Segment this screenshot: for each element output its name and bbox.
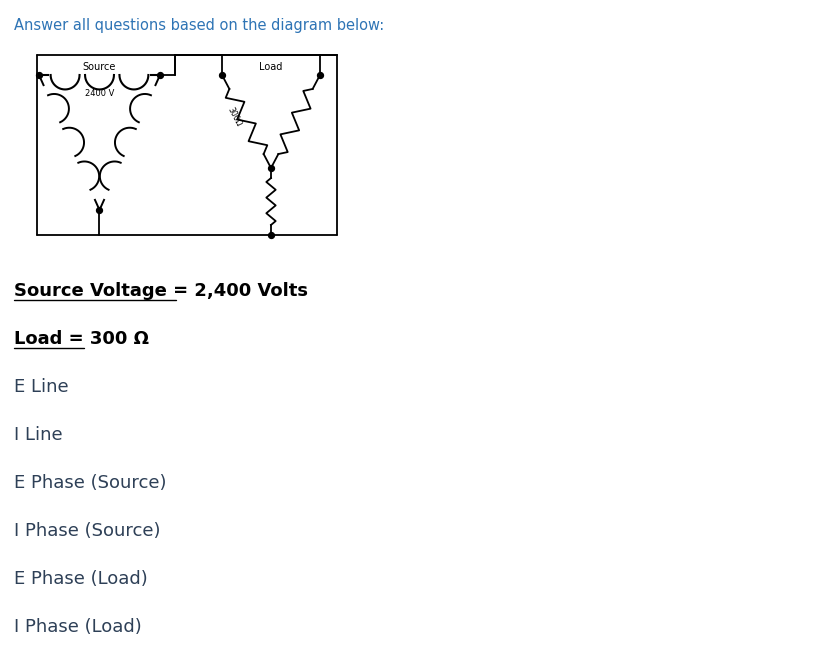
Text: Answer all questions based on the diagram below:: Answer all questions based on the diagra… [14,18,384,33]
Point [264,230,277,240]
Point [314,70,327,80]
Text: 300Ω: 300Ω [226,105,244,128]
Text: 2400 V: 2400 V [85,89,114,98]
Text: Load: Load [259,62,282,72]
Point [93,205,106,215]
Text: I Phase (Source): I Phase (Source) [14,522,160,540]
Text: Load = 300 Ω: Load = 300 Ω [14,330,149,348]
Point [32,70,45,80]
Text: I Phase (Load): I Phase (Load) [14,618,142,636]
Text: E Phase (Source): E Phase (Source) [14,474,166,492]
Text: E Line: E Line [14,378,68,396]
Text: E Phase (Load): E Phase (Load) [14,570,148,588]
Text: Source: Source [83,62,116,72]
Point [216,70,229,80]
Point [153,70,166,80]
Text: I Line: I Line [14,426,63,444]
Point [264,163,277,173]
Text: Source Voltage = 2,400 Volts: Source Voltage = 2,400 Volts [14,282,308,300]
